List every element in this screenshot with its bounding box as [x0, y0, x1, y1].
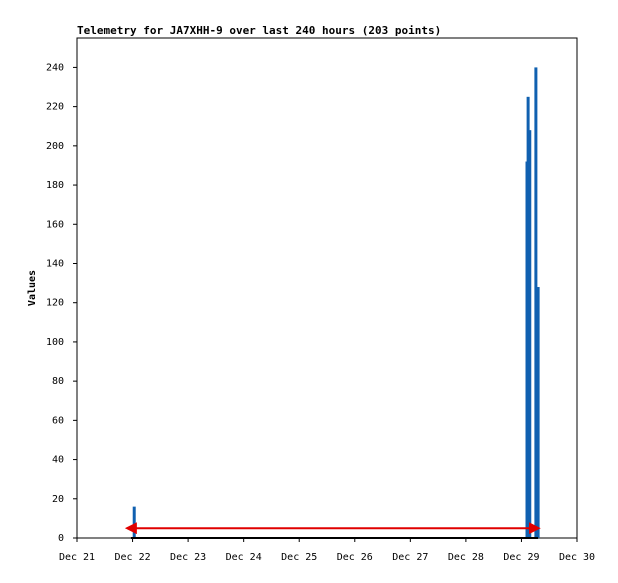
x-tick-label: Dec 29 — [503, 552, 539, 563]
y-tick-label: 100 — [46, 337, 64, 348]
y-tick-label: 220 — [46, 102, 64, 113]
x-tick-label: Dec 24 — [226, 552, 262, 563]
chart-title: Telemetry for JA7XHH-9 over last 240 hou… — [77, 24, 441, 37]
bar — [132, 506, 136, 538]
y-tick-label: 80 — [52, 376, 64, 387]
y-tick-label: 20 — [52, 494, 64, 505]
x-tick-label: Dec 22 — [114, 552, 150, 563]
y-tick-label: 120 — [46, 298, 64, 309]
bar — [536, 287, 540, 538]
y-tick-label: 160 — [46, 219, 64, 230]
bar — [526, 96, 530, 538]
x-tick-label: Dec 23 — [170, 552, 206, 563]
x-tick-label: Dec 27 — [392, 552, 428, 563]
bar — [528, 130, 532, 538]
x-tick-label: Dec 28 — [448, 552, 484, 563]
y-axis-label: Values — [27, 270, 38, 306]
y-tick-label: 0 — [58, 533, 64, 544]
y-tick-label: 240 — [46, 62, 64, 73]
y-tick-label: 40 — [52, 455, 64, 466]
y-tick-label: 180 — [46, 180, 64, 191]
plot-frame — [76, 37, 578, 539]
x-tick-label: Dec 26 — [337, 552, 373, 563]
y-tick-label: 60 — [52, 415, 64, 426]
bar — [534, 67, 538, 538]
y-tick-label: 200 — [46, 141, 64, 152]
x-tick-label: Dec 21 — [59, 552, 95, 563]
y-tick-label: 140 — [46, 258, 64, 269]
x-tick-label: Dec 30 — [559, 552, 595, 563]
x-tick-label: Dec 25 — [281, 552, 317, 563]
